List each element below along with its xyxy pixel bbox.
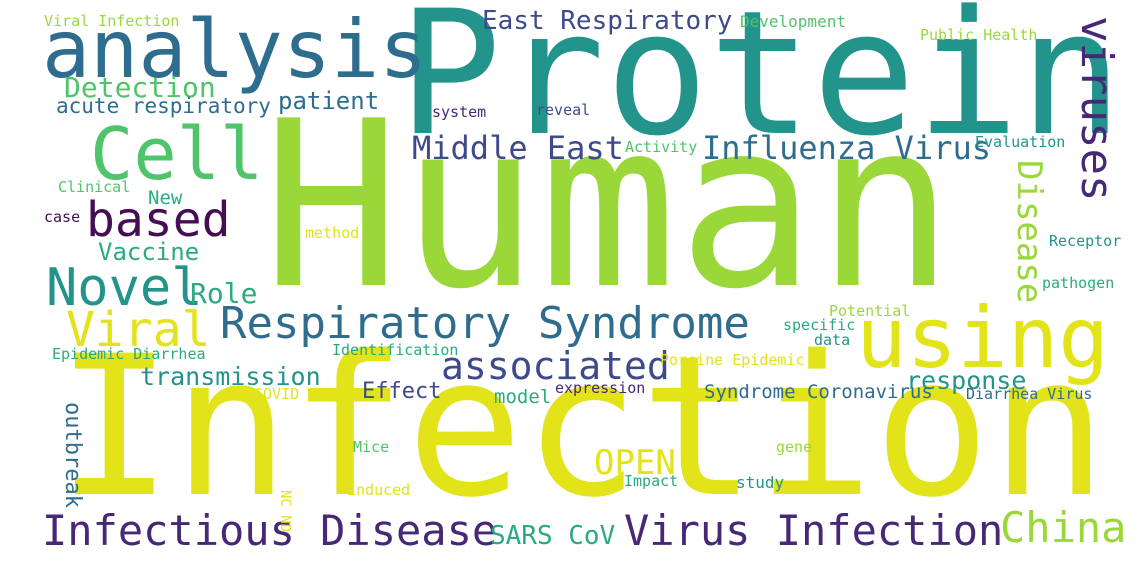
word-development: Development (740, 12, 846, 31)
word-role: Role (190, 277, 258, 310)
word-outbreak: outbreak (60, 402, 85, 508)
word-syndrome-coronavirus: Syndrome Coronavirus (704, 381, 933, 403)
word-impact: Impact (624, 472, 679, 490)
word-novel: Novel (46, 258, 203, 318)
word-effect: Effect (362, 379, 442, 404)
word-transmission: transmission (140, 362, 321, 391)
word-open: OPEN (594, 443, 676, 483)
word-identification: Identification (332, 341, 459, 359)
word-new: New (148, 187, 183, 209)
word-covid: COVID (254, 385, 300, 403)
word-public-health: Public Health (920, 26, 1038, 44)
word-gene: gene (776, 438, 813, 456)
word-viral-infection: Viral Infection (44, 12, 180, 30)
word-pathogen: pathogen (1042, 274, 1115, 292)
word-detection: Detection (64, 71, 216, 104)
word-response: response (906, 366, 1027, 395)
word-case: case (44, 208, 81, 226)
word-influenza-virus: Influenza Virus (702, 129, 991, 167)
word-activity: Activity (625, 138, 698, 156)
word-based: based (86, 192, 231, 248)
word-infectious-disease: Infectious Disease (42, 506, 498, 555)
word-respiratory-syndrome: Respiratory Syndrome (220, 298, 750, 349)
word-nc-nd: NC ND (277, 490, 293, 533)
word-associated: associated (441, 344, 670, 388)
word-using: using (856, 289, 1109, 387)
word-system: system (432, 103, 487, 121)
word-model: model (494, 386, 552, 408)
word-method: method (305, 224, 360, 242)
word-human: Human (262, 73, 955, 340)
word-potential: Potential (829, 302, 911, 320)
word-infection: Infection (56, 314, 1108, 540)
word-analysis: analysis (42, 3, 428, 96)
word-data: data (814, 331, 851, 349)
word-mice: Mice (353, 438, 390, 456)
word-evaluation: Evaluation (975, 133, 1066, 151)
word-china: China (1000, 503, 1127, 552)
word-diarrhea-virus: Diarrhea Virus (966, 385, 1093, 403)
word-epidemic-diarrhea: Epidemic Diarrhea (52, 345, 206, 363)
word-expression: expression (555, 379, 646, 397)
word-protein: Protein (398, 0, 1123, 174)
word-sars-cov: SARS CoV (490, 521, 616, 551)
word-induced: induced (347, 481, 411, 499)
word-clinical: Clinical (58, 178, 131, 196)
word-viruses: viruses (1071, 16, 1122, 202)
word-disease: Disease (1009, 160, 1049, 304)
word-reveal: reveal (536, 101, 591, 119)
word-study: study (736, 473, 785, 492)
word-acute-respiratory: acute respiratory (56, 94, 271, 118)
word-virus-infection: Virus Infection (624, 506, 1004, 555)
word-patient: patient (278, 87, 380, 115)
word-east-respiratory: East Respiratory (482, 6, 733, 36)
word-cell: Cell (90, 112, 264, 196)
word-vaccine: Vaccine (98, 238, 200, 266)
word-viral: Viral (66, 302, 211, 358)
word-middle-east: Middle East (412, 129, 624, 167)
word-receptor: Receptor (1049, 232, 1122, 250)
word-porcine-epidemic: Porcine Epidemic (660, 351, 805, 369)
word-specific: specific (783, 316, 856, 334)
